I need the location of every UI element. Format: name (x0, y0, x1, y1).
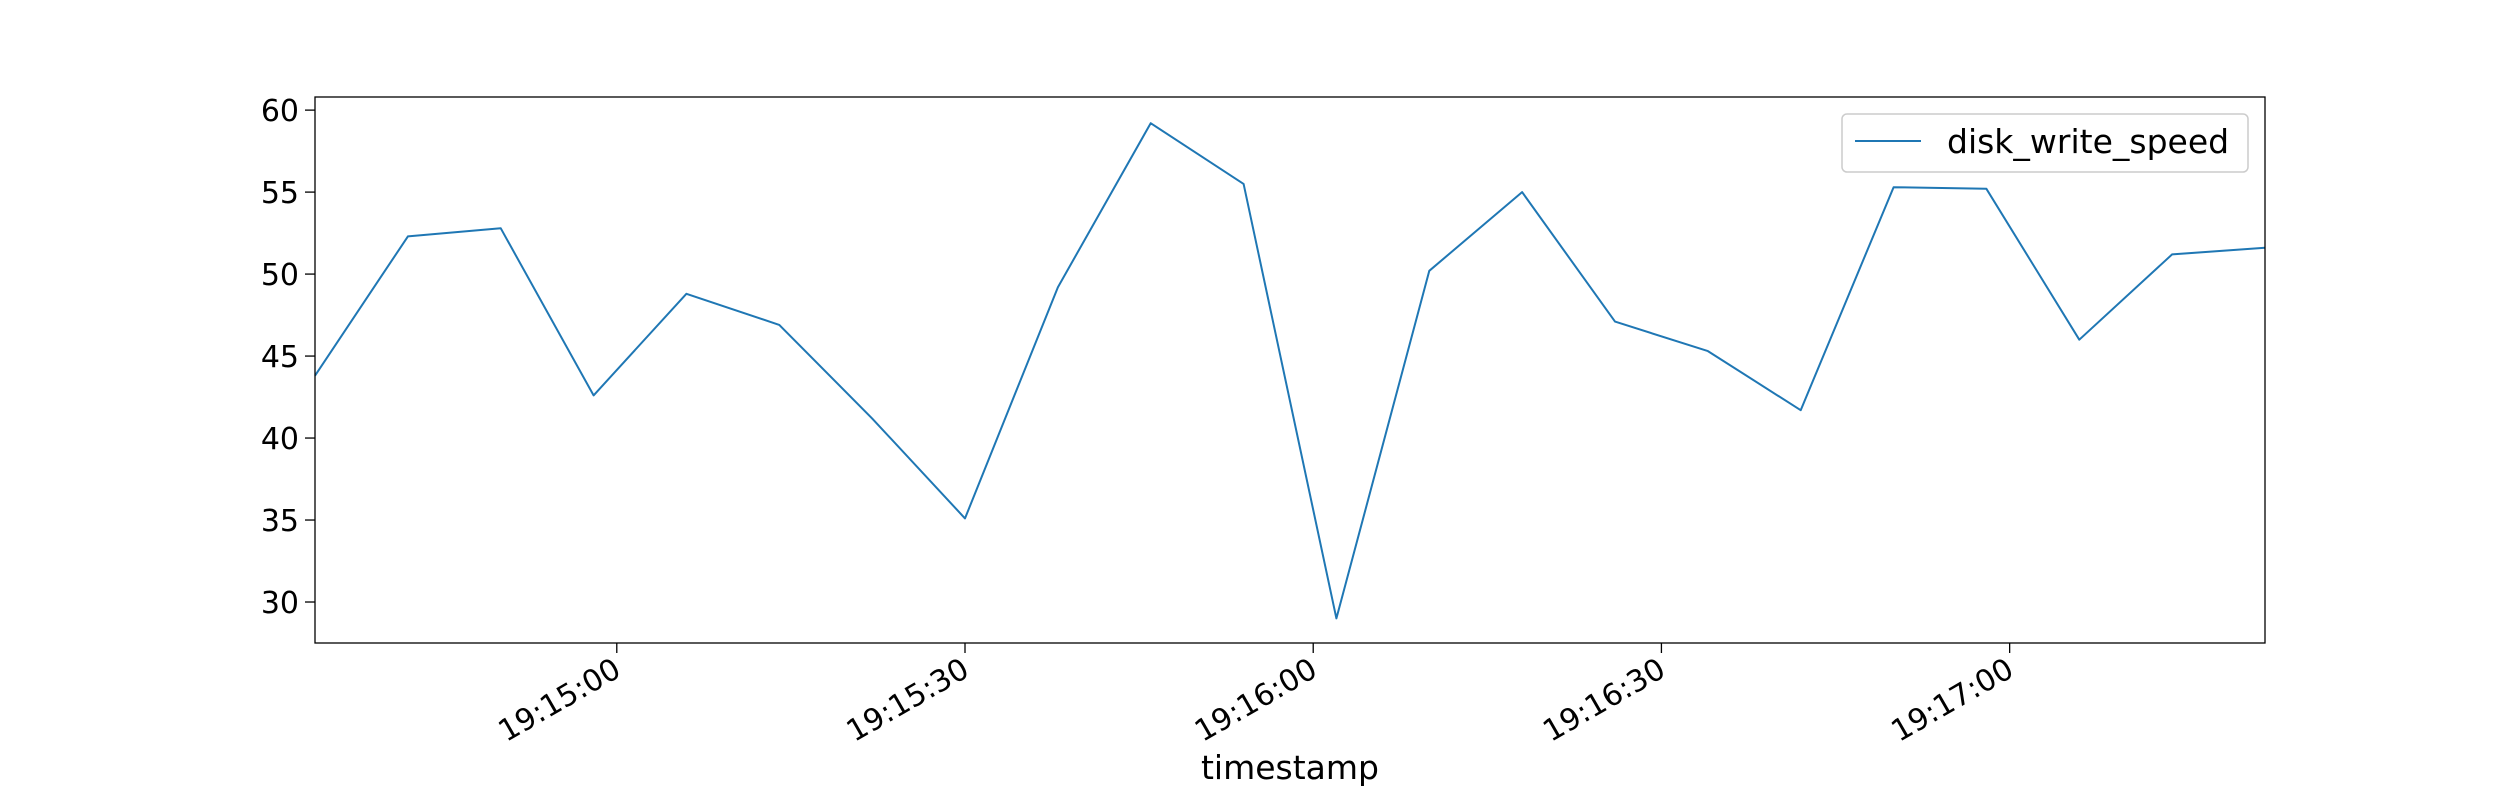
data-point (1800, 409, 1802, 411)
data-point (1707, 350, 1709, 352)
data-point (2171, 253, 2173, 255)
data-point (500, 227, 502, 229)
x-axis-label: timestamp (1201, 748, 1379, 787)
data-point (871, 417, 873, 419)
data-point (1985, 188, 1987, 190)
legend-box (1841, 113, 2249, 173)
plot-area-frame (314, 96, 2266, 644)
series-line-disk_write_speed (314, 122, 2266, 620)
legend: disk_write_speed (1841, 113, 2249, 173)
data-point (1057, 286, 1059, 288)
y-tick-label: 35 (261, 504, 299, 539)
data-point (1521, 191, 1523, 193)
x-tick-label: 19:16:30 (1537, 652, 1671, 750)
series-layer (314, 122, 2266, 620)
data-point (1428, 270, 1430, 272)
data-point (407, 235, 409, 237)
data-point (1150, 122, 1152, 124)
y-tick-label: 40 (261, 422, 299, 457)
y-tick-label: 45 (261, 340, 299, 375)
data-point (593, 394, 595, 396)
data-point (685, 293, 687, 295)
data-point (1335, 617, 1337, 619)
data-point (964, 517, 966, 519)
data-point (2078, 339, 2080, 341)
y-tick-label: 60 (261, 94, 299, 129)
data-point (778, 324, 780, 326)
y-tick-label: 30 (261, 586, 299, 621)
x-tick-label: 19:15:30 (841, 652, 975, 750)
y-tick-label: 55 (261, 176, 299, 211)
x-tick-label: 19:15:00 (493, 652, 627, 750)
ticks-layer: 30 35 40 45 50 55 60 19:15:00 19:15:30 19:16:00 19… (261, 94, 2020, 749)
y-tick-label: 50 (261, 258, 299, 293)
data-point (1614, 321, 1616, 323)
x-tick-label: 19:16:00 (1189, 652, 1323, 750)
data-point (1893, 186, 1895, 188)
data-point (1243, 183, 1245, 185)
legend-label: disk_write_speed (1947, 122, 2229, 161)
x-tick-label: 19:17:00 (1885, 652, 2019, 750)
